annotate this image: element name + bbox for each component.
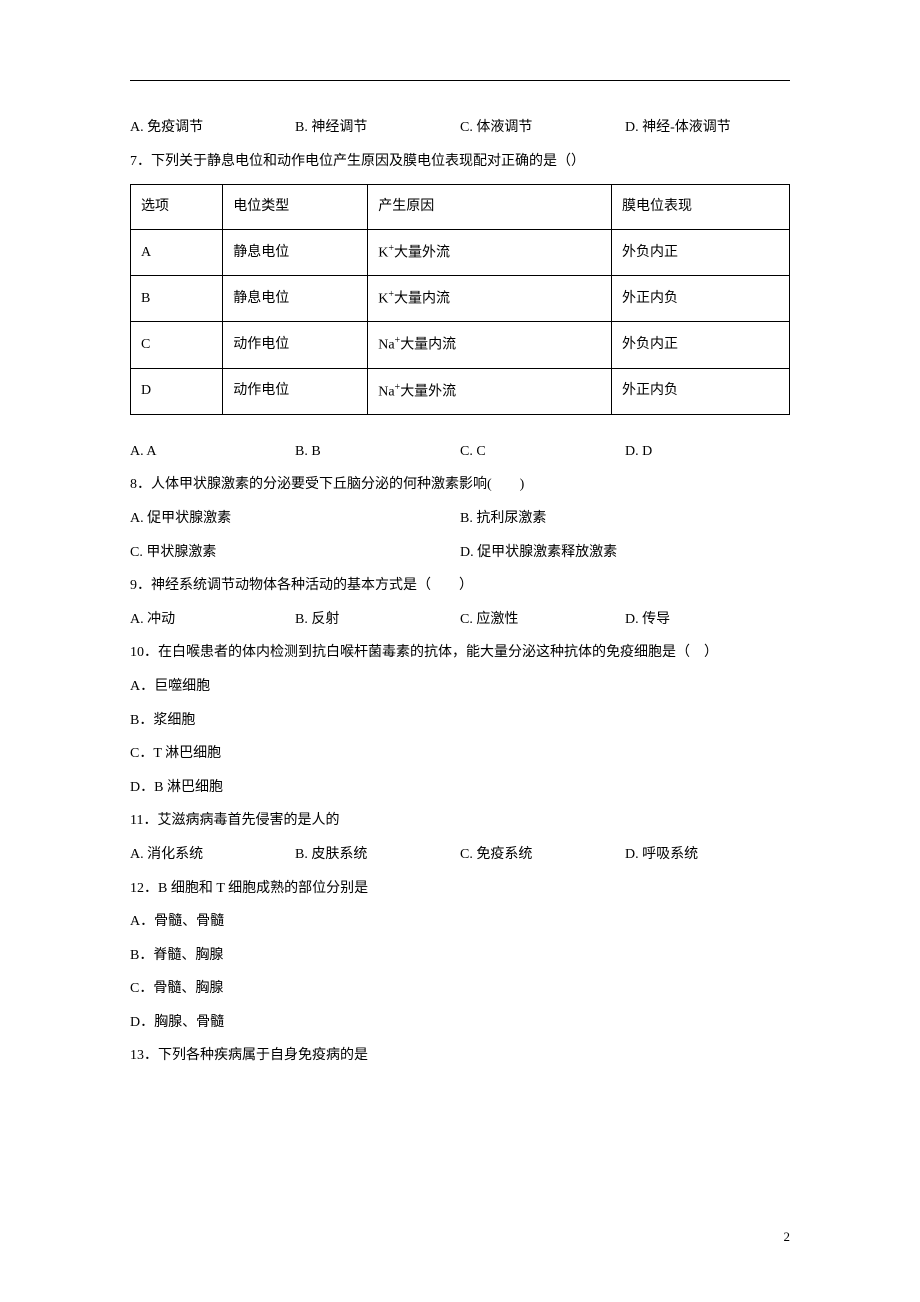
cell: 外负内正 bbox=[612, 229, 790, 275]
q11-options: A. 消化系统 B. 皮肤系统 C. 免疫系统 D. 呼吸系统 bbox=[130, 838, 790, 872]
cell: K+大量外流 bbox=[368, 229, 612, 275]
q11-option-d: D. 呼吸系统 bbox=[625, 838, 790, 872]
th-option: 选项 bbox=[131, 185, 223, 230]
q9-stem: 9．神经系统调节动物体各种活动的基本方式是（ ） bbox=[130, 569, 790, 603]
table-header-row: 选项 电位类型 产生原因 膜电位表现 bbox=[131, 185, 790, 230]
q7-option-a: A. A bbox=[130, 435, 295, 469]
cell: Na+大量内流 bbox=[368, 322, 612, 368]
q8-stem: 8．人体甲状腺激素的分泌要受下丘脑分泌的何种激素影响( ) bbox=[130, 468, 790, 502]
ion-pre: K bbox=[378, 245, 388, 260]
q13-stem: 13．下列各种疾病属于自身免疫病的是 bbox=[130, 1039, 790, 1073]
q6-option-a: A. 免疫调节 bbox=[130, 111, 295, 145]
cell: C bbox=[131, 322, 223, 368]
ion-pre: Na bbox=[378, 384, 394, 399]
cell: 外正内负 bbox=[612, 368, 790, 414]
q8-option-d: D. 促甲状腺激素释放激素 bbox=[460, 536, 790, 570]
q9-option-d: D. 传导 bbox=[625, 603, 790, 637]
table-row: C 动作电位 Na+大量内流 外负内正 bbox=[131, 322, 790, 368]
q9-option-b: B. 反射 bbox=[295, 603, 460, 637]
cell: K+大量内流 bbox=[368, 276, 612, 322]
cell: A bbox=[131, 229, 223, 275]
cell: 外正内负 bbox=[612, 276, 790, 322]
th-expression: 膜电位表现 bbox=[612, 185, 790, 230]
ion-post: 大量外流 bbox=[400, 384, 456, 399]
top-rule bbox=[130, 80, 790, 81]
q10-option-b: B．浆细胞 bbox=[130, 704, 790, 738]
cell: D bbox=[131, 368, 223, 414]
q7-option-b: B. B bbox=[295, 435, 460, 469]
cell: 静息电位 bbox=[223, 276, 368, 322]
ion-post: 大量内流 bbox=[394, 292, 450, 307]
q6-option-d: D. 神经-体液调节 bbox=[625, 111, 790, 145]
q7-option-d: D. D bbox=[625, 435, 790, 469]
q6-option-b: B. 神经调节 bbox=[295, 111, 460, 145]
th-cause: 产生原因 bbox=[368, 185, 612, 230]
q11-option-a: A. 消化系统 bbox=[130, 838, 295, 872]
q12-option-c: C．骨髓、胸腺 bbox=[130, 972, 790, 1006]
table-row: B 静息电位 K+大量内流 外正内负 bbox=[131, 276, 790, 322]
ion-pre: Na bbox=[378, 338, 394, 353]
cell: B bbox=[131, 276, 223, 322]
q12-option-b: B．脊髓、胸腺 bbox=[130, 939, 790, 973]
q7-option-c: C. C bbox=[460, 435, 625, 469]
q12-option-d: D．胸腺、骨髓 bbox=[130, 1006, 790, 1040]
cell: 静息电位 bbox=[223, 229, 368, 275]
ion-post: 大量外流 bbox=[394, 245, 450, 260]
q8-option-a: A. 促甲状腺激素 bbox=[130, 502, 460, 536]
table-row: A 静息电位 K+大量外流 外负内正 bbox=[131, 229, 790, 275]
q6-option-c: C. 体液调节 bbox=[460, 111, 625, 145]
q7-options: A. A B. B C. C D. D bbox=[130, 435, 790, 469]
q10-option-d: D．B 淋巴细胞 bbox=[130, 771, 790, 805]
cell: 动作电位 bbox=[223, 322, 368, 368]
table-row: D 动作电位 Na+大量外流 外正内负 bbox=[131, 368, 790, 414]
q9-option-c: C. 应激性 bbox=[460, 603, 625, 637]
q8-option-c: C. 甲状腺激素 bbox=[130, 536, 460, 570]
th-type: 电位类型 bbox=[223, 185, 368, 230]
ion-post: 大量内流 bbox=[400, 338, 456, 353]
q6-options: A. 免疫调节 B. 神经调节 C. 体液调节 D. 神经-体液调节 bbox=[130, 111, 790, 145]
q11-option-c: C. 免疫系统 bbox=[460, 838, 625, 872]
q10-option-c: C．T 淋巴细胞 bbox=[130, 737, 790, 771]
q8-options-row1: A. 促甲状腺激素 B. 抗利尿激素 bbox=[130, 502, 790, 536]
q9-options: A. 冲动 B. 反射 C. 应激性 D. 传导 bbox=[130, 603, 790, 637]
page-number: 2 bbox=[784, 1221, 791, 1252]
ion-pre: K bbox=[378, 292, 388, 307]
q10-option-a: A．巨噬细胞 bbox=[130, 670, 790, 704]
q11-option-b: B. 皮肤系统 bbox=[295, 838, 460, 872]
q10-stem: 10．在白喉患者的体内检测到抗白喉杆菌毒素的抗体，能大量分泌这种抗体的免疫细胞是… bbox=[130, 636, 790, 670]
q12-option-a: A．骨髓、骨髓 bbox=[130, 905, 790, 939]
q8-option-b: B. 抗利尿激素 bbox=[460, 502, 790, 536]
cell: Na+大量外流 bbox=[368, 368, 612, 414]
cell: 外负内正 bbox=[612, 322, 790, 368]
q7-stem: 7．下列关于静息电位和动作电位产生原因及膜电位表现配对正确的是（） bbox=[130, 145, 790, 179]
q9-option-a: A. 冲动 bbox=[130, 603, 295, 637]
q8-options-row2: C. 甲状腺激素 D. 促甲状腺激素释放激素 bbox=[130, 536, 790, 570]
q12-stem: 12．B 细胞和 T 细胞成熟的部位分别是 bbox=[130, 872, 790, 906]
q7-table: 选项 电位类型 产生原因 膜电位表现 A 静息电位 K+大量外流 外负内正 B … bbox=[130, 184, 790, 415]
cell: 动作电位 bbox=[223, 368, 368, 414]
q11-stem: 11．艾滋病病毒首先侵害的是人的 bbox=[130, 804, 790, 838]
